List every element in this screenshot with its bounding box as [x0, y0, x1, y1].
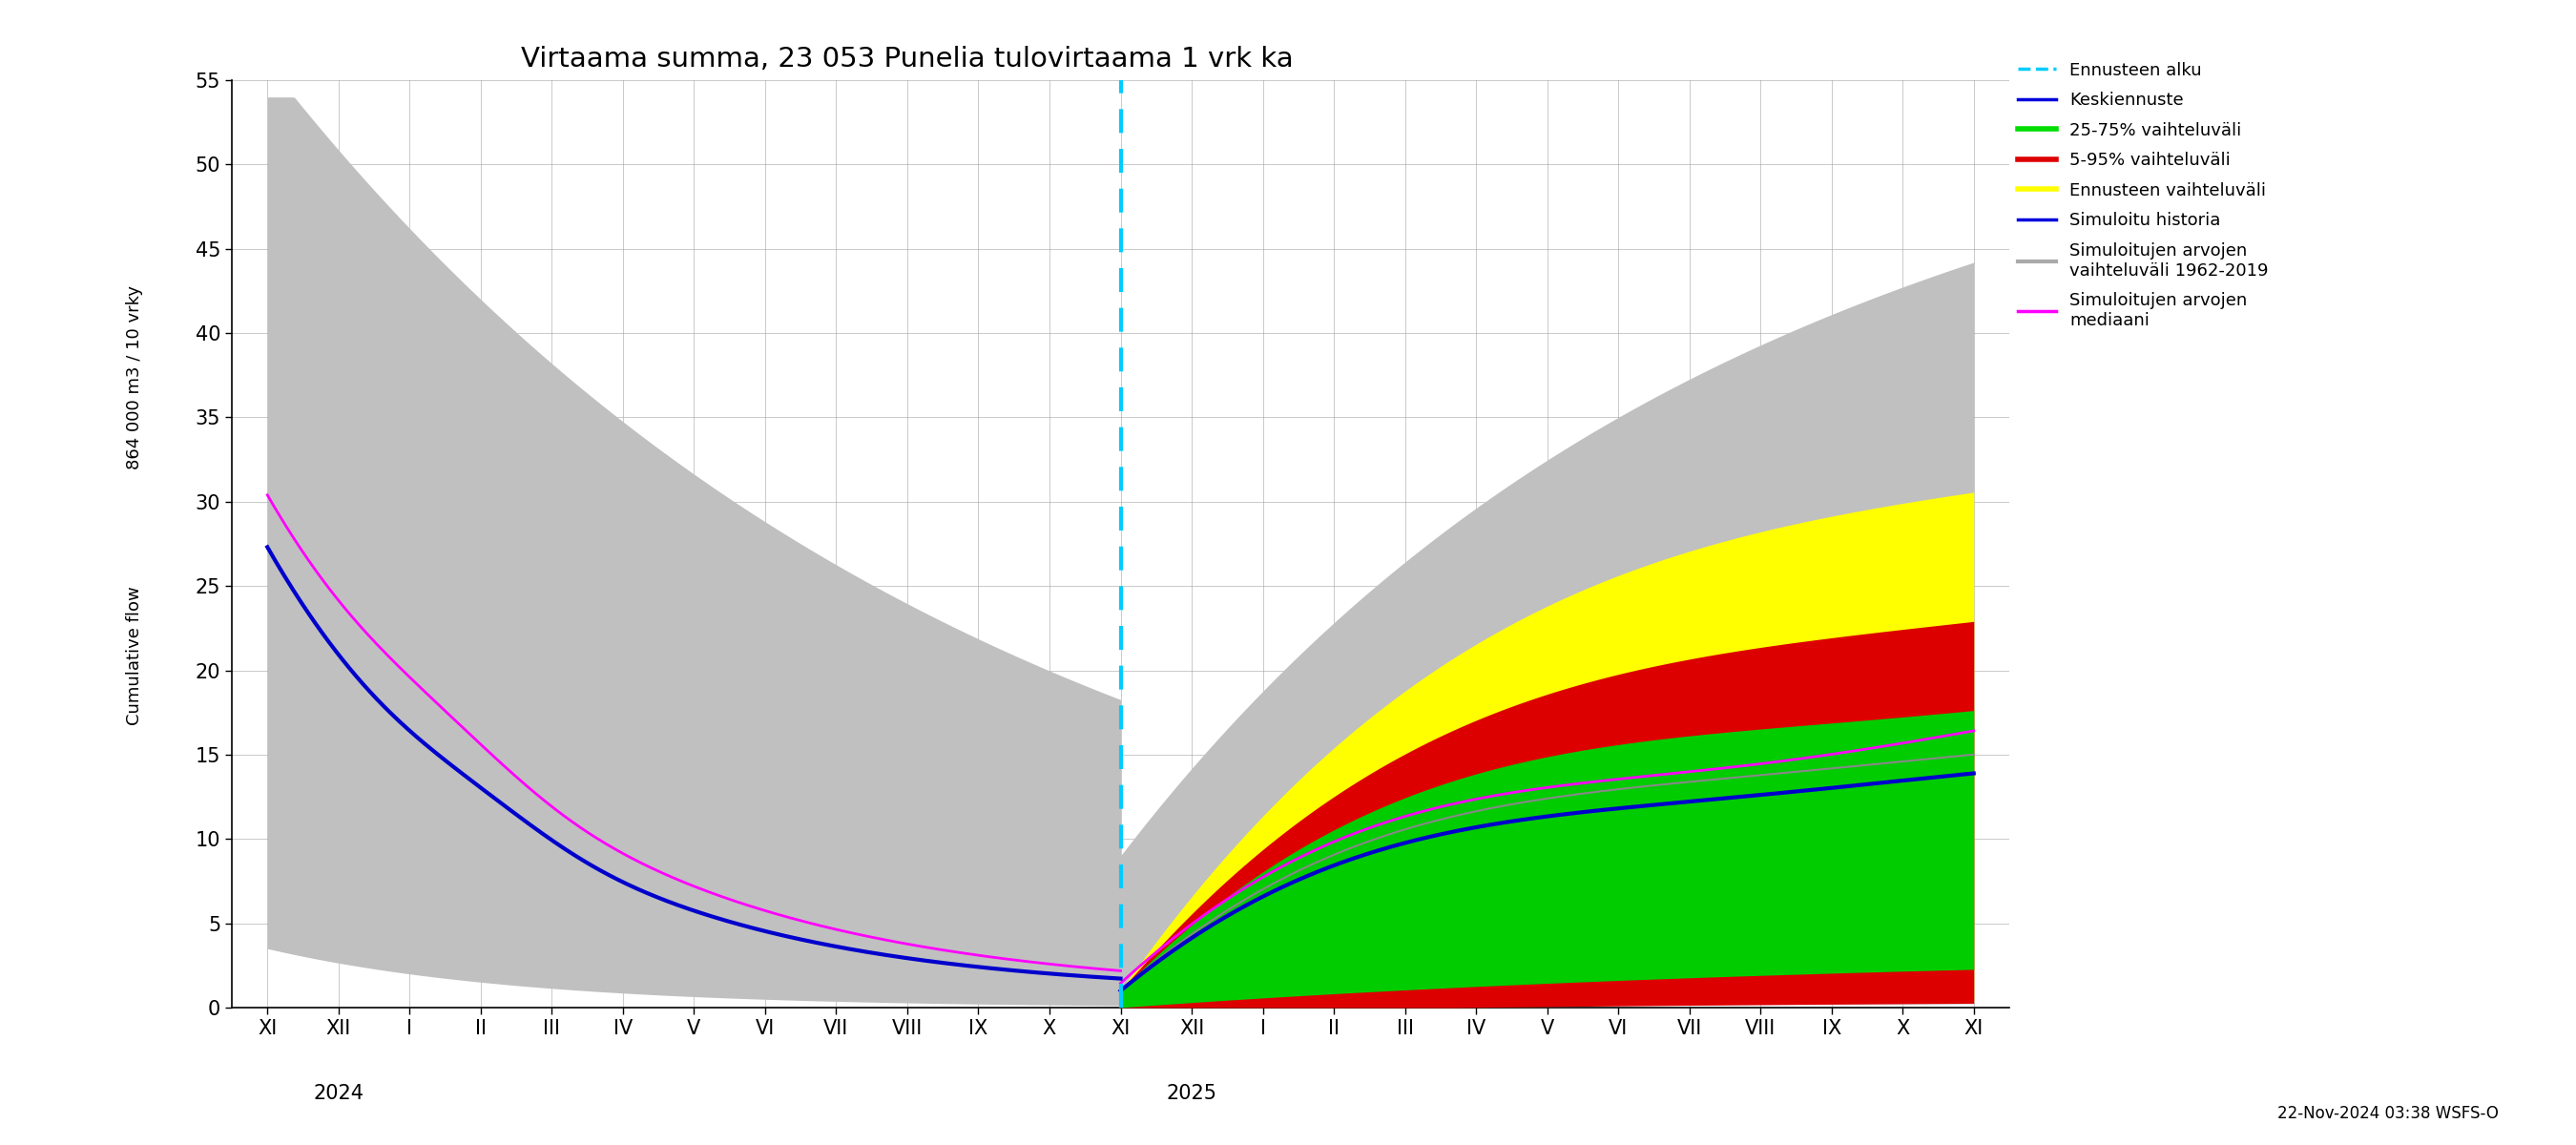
Text: 864 000 m3 / 10 vrky: 864 000 m3 / 10 vrky: [126, 285, 142, 469]
Text: 2025: 2025: [1167, 1083, 1216, 1103]
Legend: Ennusteen alku, Keskiennuste, 25-75% vaihteluväli, 5-95% vaihteluväli, Ennusteen: Ennusteen alku, Keskiennuste, 25-75% vai…: [2017, 62, 2269, 329]
Text: Cumulative flow: Cumulative flow: [126, 585, 142, 725]
Text: 2024: 2024: [314, 1083, 363, 1103]
Text: 22-Nov-2024 03:38 WSFS-O: 22-Nov-2024 03:38 WSFS-O: [2277, 1105, 2499, 1122]
Title: Virtaama summa, 23 053 Punelia tulovirtaama 1 vrk ka: Virtaama summa, 23 053 Punelia tulovirta…: [520, 46, 1293, 72]
